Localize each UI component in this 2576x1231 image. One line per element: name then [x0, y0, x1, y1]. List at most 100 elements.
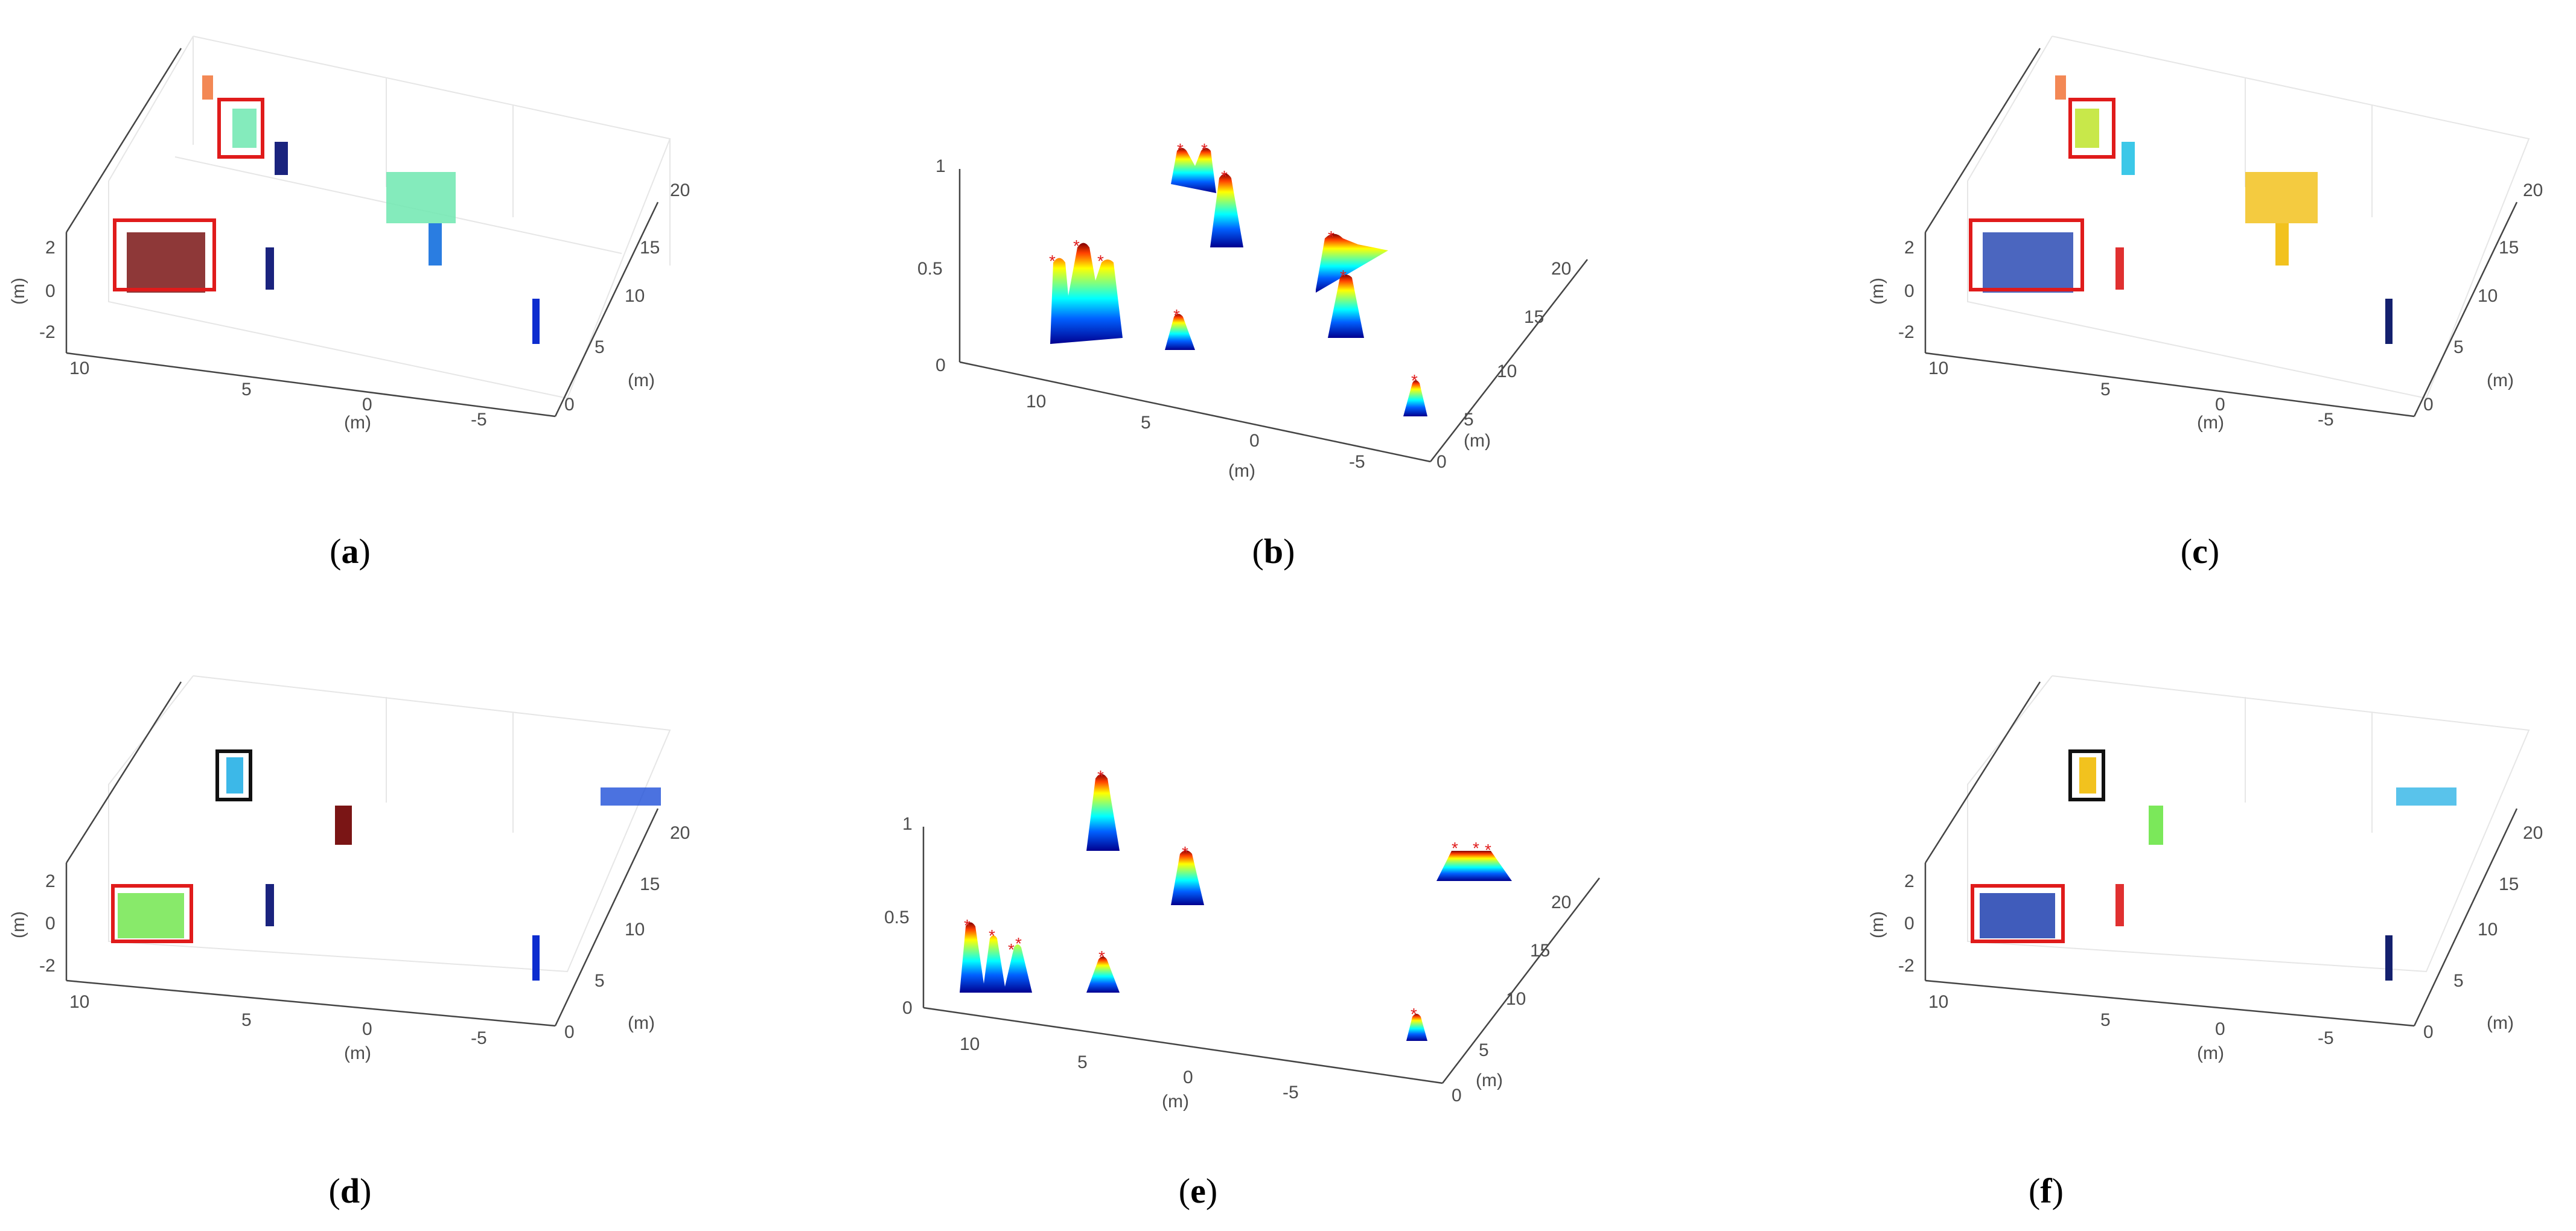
y-tick: 5 [595, 337, 605, 357]
peak-marker: * [1097, 252, 1104, 270]
panel-e-plot: 1 0.5 0 10 5 0 -5 -5 0 5 10 15 20 (m) (m… [857, 760, 1702, 1147]
x-tick: 10 [1928, 992, 1948, 1012]
y-tick: 15 [1524, 307, 1544, 327]
y-tick: 10 [1497, 361, 1517, 381]
y-tick: 0 [2423, 395, 2434, 415]
highlight-box [111, 884, 193, 943]
point-cluster [2245, 172, 2318, 223]
z-tick: 0 [902, 998, 913, 1018]
point-cluster [601, 787, 661, 806]
density-peak [1436, 851, 1512, 881]
z-tick: 2 [45, 871, 56, 891]
density-peak [1210, 173, 1243, 247]
x-tick: 5 [2100, 380, 2111, 399]
peak-marker: * [1182, 843, 1188, 862]
x-tick: 0 [1249, 431, 1260, 451]
y-axis-label: (m) [628, 371, 655, 390]
x-axis-label: (m) [1228, 461, 1255, 481]
caption-a: (a) [330, 532, 371, 571]
y-tick: 10 [625, 920, 645, 940]
panel-c-svg: 10 5 0 -5 0 5 10 15 20 2 0 -2 (m) (m) (m… [1867, 36, 2543, 433]
point-cluster [2385, 299, 2393, 344]
y-tick: 10 [2478, 286, 2498, 306]
peak-marker: * [964, 916, 971, 935]
x-tick: 5 [1077, 1052, 1088, 1072]
highlight-box [1969, 218, 2084, 291]
y-tick: 10 [625, 286, 645, 306]
panel-f-plot: 10 5 0 -5 0 5 10 15 20 2 0 -2 (m) (m) (m… [1714, 658, 2559, 1159]
axes [65, 681, 659, 1027]
x-tick: 10 [1026, 392, 1046, 412]
z-axis-label: (m) [8, 278, 28, 305]
point-clusters [1983, 75, 2393, 344]
y-tick: 20 [670, 823, 690, 843]
caption-f: (f) [2029, 1171, 2064, 1210]
x-tick: -5 [1349, 452, 1365, 472]
density-peak [1086, 956, 1120, 993]
y-tick: 0 [1452, 1086, 1462, 1105]
density-peak [1086, 774, 1120, 851]
panel-c-plot: 10 5 0 -5 0 5 10 15 20 2 0 -2 (m) (m) (m… [1714, 24, 2559, 519]
y-tick: 15 [2499, 874, 2519, 894]
peak-marker: * [1411, 1005, 1417, 1023]
z-tick: -2 [1898, 322, 1914, 342]
y-tick: 10 [1506, 989, 1526, 1009]
point-cluster [2115, 884, 2124, 926]
point-cluster [1983, 232, 2073, 293]
point-clusters [118, 757, 661, 981]
panel-b-plot: 1 0.5 0 10 5 0 -5 0 5 10 15 20 (m) (m) *… [857, 133, 1702, 507]
z-tick: 2 [1904, 238, 1914, 258]
axes [958, 169, 1588, 463]
x-tick: 10 [960, 1034, 980, 1054]
y-tick: 20 [1551, 259, 1571, 279]
peak-marker: * [1073, 237, 1080, 255]
point-cluster [202, 75, 213, 100]
point-cluster [2385, 935, 2393, 981]
highlight-box [2068, 749, 2105, 801]
axes [922, 827, 1600, 1084]
point-clusters [127, 75, 540, 344]
peak-marker: * [1340, 267, 1347, 285]
caption-b: (b) [1252, 532, 1295, 571]
z-tick: -2 [1898, 956, 1914, 976]
z-tick: 0 [1904, 281, 1914, 301]
x-axis-label: (m) [2197, 1043, 2224, 1063]
x-tick: 0 [362, 1019, 372, 1039]
highlight-box [1971, 884, 2065, 943]
axes [1924, 681, 2518, 1027]
z-tick: 2 [1904, 871, 1914, 891]
z-tick: 0 [45, 281, 56, 301]
point-cluster [2055, 75, 2066, 100]
z-tick: -2 [39, 956, 56, 976]
x-tick: 5 [2100, 1010, 2111, 1030]
y-axis-label: (m) [1476, 1070, 1503, 1090]
x-tick: 10 [1928, 358, 1948, 378]
panel-d-plot: 10 5 0 -5 0 5 10 15 20 2 0 -2 (m) (m) (m… [0, 658, 845, 1159]
peak-markers: * * * * * * * * * * * [964, 767, 1491, 1023]
highlight-box [217, 98, 264, 159]
y-tick: 15 [640, 874, 660, 894]
z-tick: 0.5 [917, 259, 943, 279]
highlight-box [2068, 98, 2115, 159]
point-cluster [2122, 142, 2135, 175]
x-axis-label: (m) [344, 413, 371, 433]
y-tick: 5 [1464, 410, 1474, 430]
y-tick: 15 [640, 238, 660, 258]
density-peak [1171, 148, 1216, 193]
x-axis-label: (m) [344, 1043, 371, 1063]
y-tick: 15 [1530, 941, 1550, 961]
peak-marker: * [1008, 940, 1015, 959]
point-cluster [2079, 757, 2096, 794]
x-tick: 0 [362, 395, 372, 415]
density-peak [1403, 380, 1427, 416]
y-axis-label: (m) [2487, 371, 2514, 390]
y-tick: 5 [2453, 971, 2464, 991]
z-tick: 0 [936, 355, 946, 375]
y-tick: 20 [2523, 823, 2543, 843]
y-tick: 10 [2478, 920, 2498, 940]
x-axis-label: (m) [1162, 1092, 1189, 1112]
point-cluster [429, 223, 442, 266]
peak-marker: * [1049, 252, 1056, 270]
density-peaks [960, 774, 1512, 1041]
point-cluster [2396, 787, 2456, 806]
